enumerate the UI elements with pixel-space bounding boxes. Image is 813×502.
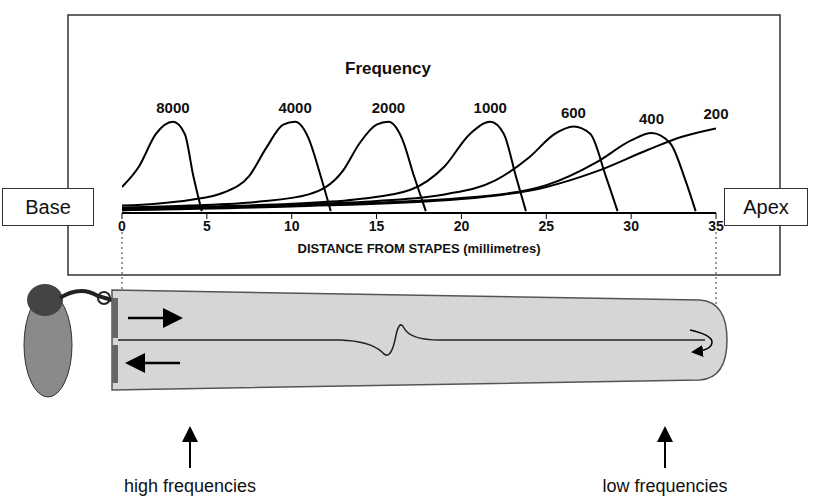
svg-text:8000: 8000 bbox=[156, 99, 189, 116]
svg-text:200: 200 bbox=[703, 105, 728, 122]
html-text:Base: Base bbox=[25, 195, 71, 218]
svg-text:2000: 2000 bbox=[372, 99, 405, 116]
svg-text:low frequencies: low frequencies bbox=[602, 476, 727, 496]
svg-text:400: 400 bbox=[639, 110, 664, 127]
svg-text:15: 15 bbox=[369, 218, 385, 234]
svg-text:1000: 1000 bbox=[474, 99, 507, 116]
svg-text:DISTANCE FROM STAPES (millimet: DISTANCE FROM STAPES (millimetres) bbox=[298, 241, 541, 256]
svg-text:high frequencies: high frequencies bbox=[124, 476, 256, 496]
svg-text:0: 0 bbox=[118, 218, 126, 234]
svg-text:35: 35 bbox=[708, 218, 724, 234]
html-text:Apex: Apex bbox=[743, 195, 789, 218]
svg-text:20: 20 bbox=[454, 218, 470, 234]
svg-text:4000: 4000 bbox=[278, 99, 311, 116]
svg-text:600: 600 bbox=[561, 104, 586, 121]
svg-text:10: 10 bbox=[284, 218, 300, 234]
svg-text:Frequency: Frequency bbox=[345, 59, 432, 78]
svg-text:5: 5 bbox=[203, 218, 211, 234]
svg-text:25: 25 bbox=[538, 218, 554, 234]
svg-text:30: 30 bbox=[623, 218, 639, 234]
